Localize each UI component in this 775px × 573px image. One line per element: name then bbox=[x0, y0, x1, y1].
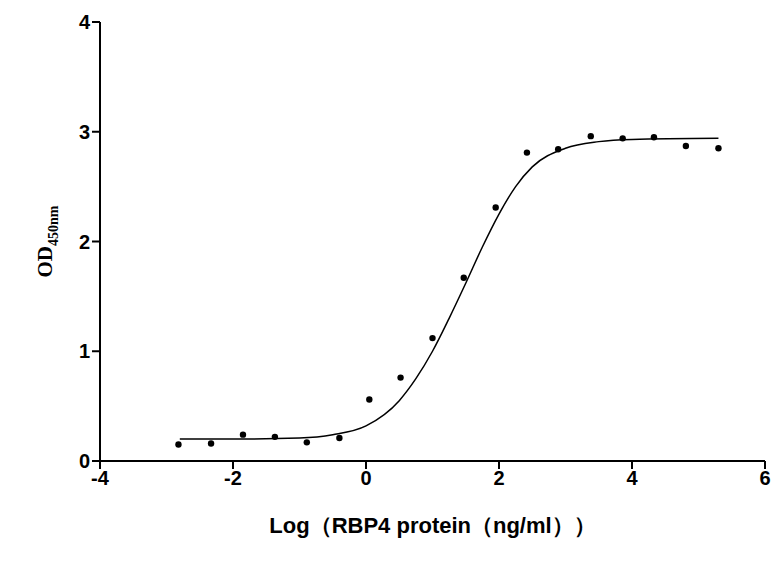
svg-text:4: 4 bbox=[626, 467, 638, 489]
svg-text:3: 3 bbox=[79, 121, 90, 143]
svg-text:6: 6 bbox=[759, 467, 767, 489]
svg-text:4: 4 bbox=[79, 11, 91, 33]
svg-text:1: 1 bbox=[79, 340, 90, 362]
svg-text:-2: -2 bbox=[224, 467, 242, 489]
svg-text:-4: -4 bbox=[91, 467, 110, 489]
svg-text:2: 2 bbox=[79, 231, 90, 253]
svg-text:0: 0 bbox=[79, 450, 90, 472]
svg-text:Log（RBP4 protein（ng/ml））: Log（RBP4 protein（ng/ml）） bbox=[269, 513, 595, 538]
svg-text:2: 2 bbox=[493, 467, 504, 489]
svg-text:OD450nm: OD450nm bbox=[33, 205, 61, 277]
svg-text:0: 0 bbox=[360, 467, 371, 489]
